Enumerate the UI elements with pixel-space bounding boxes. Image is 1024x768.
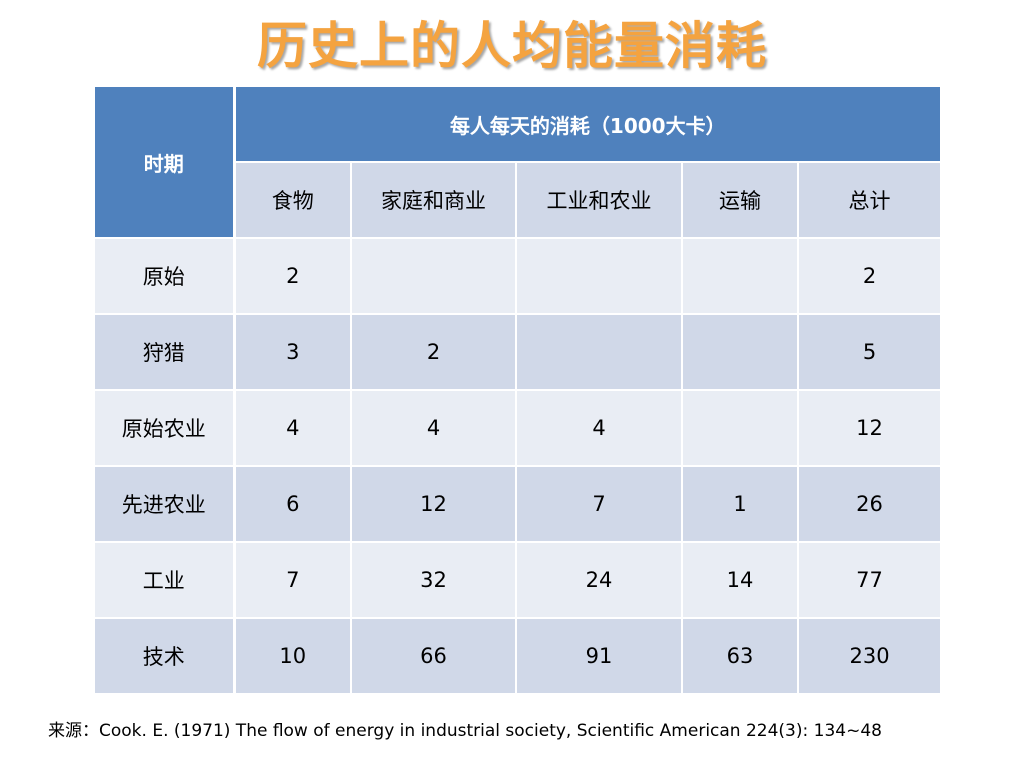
cell-home-commerce [350,237,517,315]
column-header-food: 食物 [233,161,352,239]
cell-food: 6 [233,465,352,543]
table-row: 原始农业 4 4 4 12 [93,389,943,467]
cell-food: 3 [233,313,352,391]
cell-food: 7 [233,541,352,619]
slide-title: 历史上的人均能量消耗 [257,17,767,75]
energy-consumption-table: 时期 每人每天的消耗（1000大卡） 食物 家庭和商业 工业和农业 运输 总计 … [93,85,943,695]
cell-transport [681,313,799,391]
row-period: 原始 [93,237,236,315]
cell-home-commerce: 4 [350,389,517,467]
cell-industry-agriculture: 4 [515,389,683,467]
cell-food: 4 [233,389,352,467]
column-header-home-commerce: 家庭和商业 [350,161,517,239]
row-period: 原始农业 [93,389,236,467]
cell-total: 77 [796,541,943,619]
cell-home-commerce: 2 [350,313,517,391]
column-header-industry-agriculture: 工业和农业 [515,161,683,239]
cell-home-commerce: 12 [350,465,517,543]
cell-transport: 63 [681,617,799,695]
table-row: 工业 7 32 24 14 77 [93,541,943,619]
cell-industry-agriculture: 7 [515,465,683,543]
cell-total: 12 [796,389,943,467]
cell-total: 26 [796,465,943,543]
cell-industry-agriculture: 91 [515,617,683,695]
column-header-total: 总计 [796,161,943,239]
table-row: 技术 10 66 91 63 230 [93,617,943,695]
period-header: 时期 [93,85,236,239]
cell-industry-agriculture: 24 [515,541,683,619]
cell-transport [681,389,799,467]
cell-transport: 14 [681,541,799,619]
cell-transport: 1 [681,465,799,543]
cell-home-commerce: 32 [350,541,517,619]
source-citation: 来源：Cook. E. (1971) The flow of energy in… [48,716,1008,741]
row-period: 狩猎 [93,313,236,391]
cell-food: 2 [233,237,352,315]
row-period: 先进农业 [93,465,236,543]
source-label: 来源： [48,721,99,741]
cell-home-commerce: 66 [350,617,517,695]
cell-food: 10 [233,617,352,695]
cell-total: 5 [796,313,943,391]
cell-transport [681,237,799,315]
table-row: 先进农业 6 12 7 1 26 [93,465,943,543]
row-period: 技术 [93,617,236,695]
table-row: 原始 2 2 [93,237,943,315]
source-text: Cook. E. (1971) The flow of energy in in… [99,721,882,741]
table-row: 狩猎 3 2 5 [93,313,943,391]
cell-total: 230 [796,617,943,695]
cell-total: 2 [796,237,943,315]
column-header-transport: 运输 [681,161,799,239]
row-period: 工业 [93,541,236,619]
cell-industry-agriculture [515,313,683,391]
cell-industry-agriculture [515,237,683,315]
daily-consumption-header: 每人每天的消耗（1000大卡） [232,85,943,163]
